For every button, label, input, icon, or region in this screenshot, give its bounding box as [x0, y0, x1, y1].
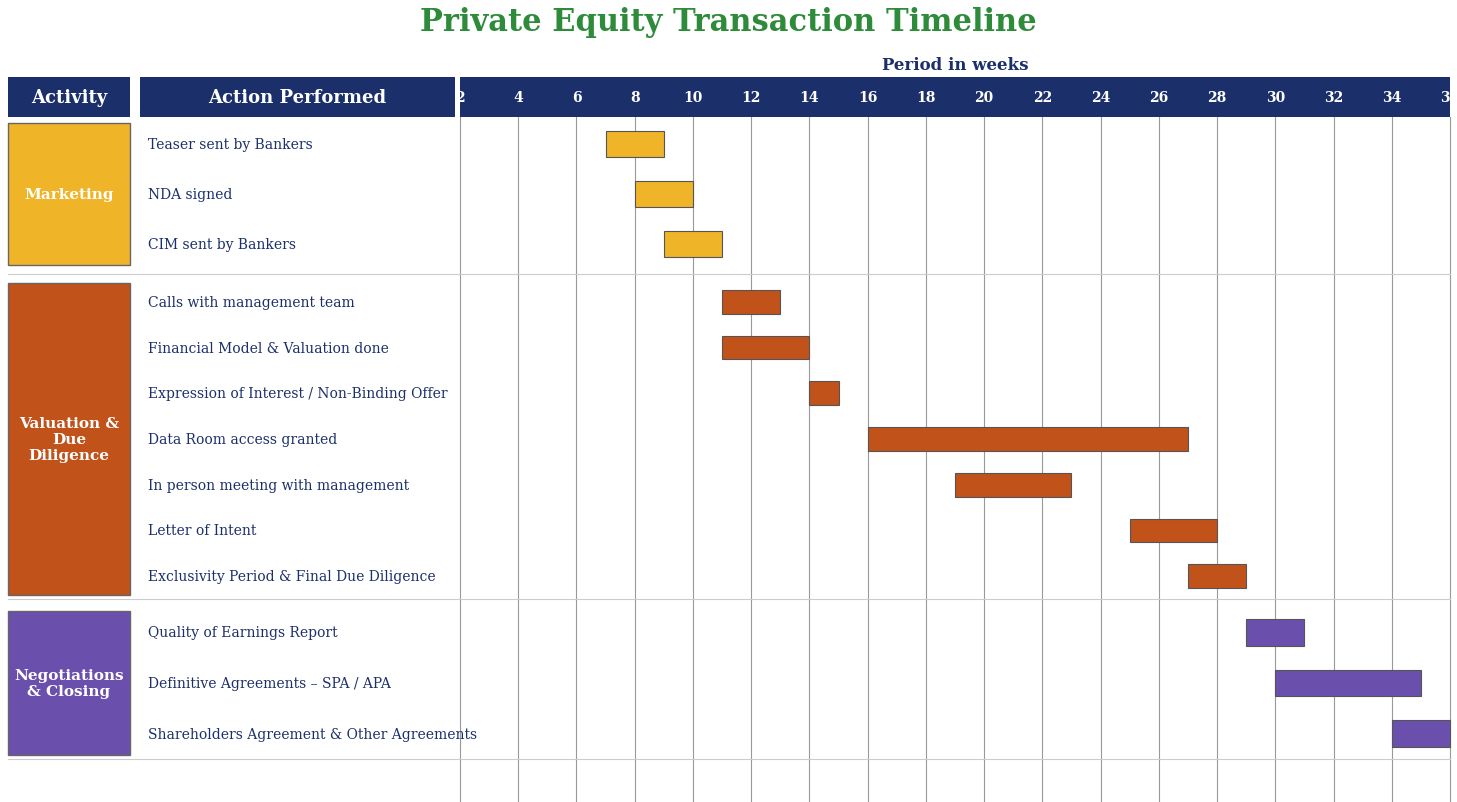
Bar: [606, 132, 664, 158]
Text: Calls with management team: Calls with management team: [149, 295, 354, 310]
Text: Action Performed: Action Performed: [208, 89, 386, 107]
Text: 16: 16: [858, 91, 877, 105]
Text: Exclusivity Period & Final Due Diligence: Exclusivity Period & Final Due Diligence: [149, 569, 436, 583]
Text: Teaser sent by Bankers: Teaser sent by Bankers: [149, 138, 313, 152]
Text: Definitive Agreements – SPA / APA: Definitive Agreements – SPA / APA: [149, 676, 390, 691]
Text: 30: 30: [1266, 91, 1285, 105]
Bar: [1246, 619, 1304, 646]
Text: Negotiations
& Closing: Negotiations & Closing: [15, 668, 124, 699]
Text: Expression of Interest / Non-Binding Offer: Expression of Interest / Non-Binding Off…: [149, 387, 447, 401]
Text: 36: 36: [1441, 91, 1457, 105]
Bar: [868, 427, 1187, 452]
Text: 6: 6: [571, 91, 581, 105]
Bar: [7, 611, 130, 755]
Text: 34: 34: [1383, 91, 1402, 105]
Bar: [7, 78, 130, 118]
Bar: [1129, 519, 1217, 543]
Text: Valuation &
Due
Diligence: Valuation & Due Diligence: [19, 416, 119, 463]
Text: Activity: Activity: [31, 89, 108, 107]
Bar: [635, 182, 694, 208]
Text: Quality of Earnings Report: Quality of Earnings Report: [149, 626, 338, 639]
Bar: [7, 124, 130, 265]
Text: 12: 12: [742, 91, 761, 105]
Text: Financial Model & Valuation done: Financial Model & Valuation done: [149, 341, 389, 355]
Text: 14: 14: [800, 91, 819, 105]
Text: NDA signed: NDA signed: [149, 188, 232, 202]
Bar: [140, 78, 455, 118]
Text: 22: 22: [1033, 91, 1052, 105]
Text: 4: 4: [513, 91, 523, 105]
Text: 8: 8: [629, 91, 640, 105]
Text: In person meeting with management: In person meeting with management: [149, 478, 409, 492]
Text: 32: 32: [1324, 91, 1343, 105]
Text: Marketing: Marketing: [25, 188, 114, 202]
Bar: [810, 382, 839, 406]
Text: 2: 2: [455, 91, 465, 105]
Text: 26: 26: [1150, 91, 1169, 105]
Text: 18: 18: [916, 91, 935, 105]
Bar: [7, 284, 130, 595]
Bar: [1391, 720, 1450, 747]
Bar: [460, 78, 1450, 118]
Text: 20: 20: [975, 91, 994, 105]
Text: Shareholders Agreement & Other Agreements: Shareholders Agreement & Other Agreement…: [149, 727, 476, 741]
Bar: [1187, 565, 1246, 589]
Bar: [723, 336, 810, 360]
Text: Letter of Intent: Letter of Intent: [149, 524, 256, 538]
Bar: [1275, 670, 1421, 696]
Text: 10: 10: [683, 91, 702, 105]
Text: Period in weeks: Period in weeks: [881, 56, 1029, 74]
Bar: [954, 473, 1071, 497]
Text: 24: 24: [1091, 91, 1110, 105]
Bar: [723, 290, 781, 314]
Text: Private Equity Transaction Timeline: Private Equity Transaction Timeline: [420, 6, 1036, 38]
Text: CIM sent by Bankers: CIM sent by Bankers: [149, 237, 296, 252]
Text: 28: 28: [1208, 91, 1227, 105]
Text: Data Room access granted: Data Room access granted: [149, 432, 337, 447]
Bar: [664, 232, 723, 257]
